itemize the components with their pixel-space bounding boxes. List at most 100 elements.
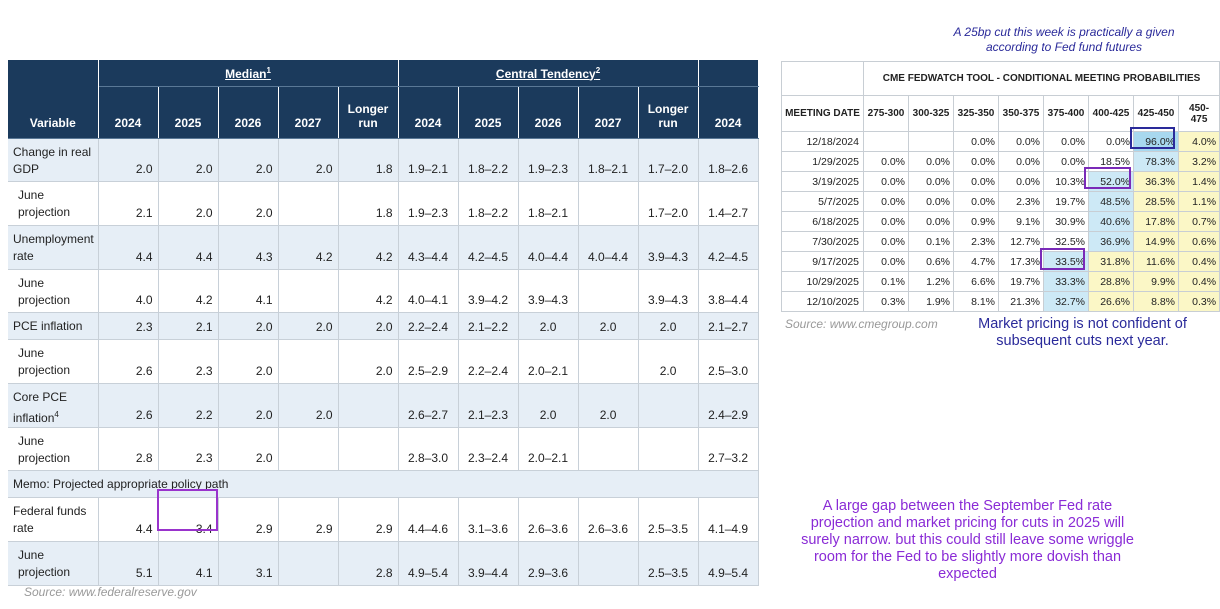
row-label-text: June projection [18, 548, 71, 579]
table-row: June projection 2.1 2.0 2.0 1.8 1.9–2.3 1.8–2.… [8, 181, 759, 226]
cme-prob-cell: 0.0% [863, 151, 909, 172]
row-label-text: June projection [18, 188, 71, 219]
table-cell: 2.3 [158, 427, 219, 471]
table-row: June projection 2.8 2.3 2.0 2.8–3.0 2.3–2.4 2.… [8, 427, 759, 471]
table-cell: 2.0 [518, 312, 579, 340]
cme-prob-cell [863, 131, 909, 152]
cme-prob-cell: 0.0% [863, 251, 909, 272]
table-cell: 4.0–4.1 [398, 269, 459, 313]
cme-prob-cell: 26.6% [1088, 291, 1134, 312]
table-cell: 4.2–4.5 [698, 225, 759, 270]
table-cell: 1.9–2.1 [398, 138, 459, 182]
cme-meeting-date: 12/10/2025 [781, 291, 864, 312]
table-cell: 2.0 [218, 383, 279, 428]
table-cell: 2.0 [158, 138, 219, 182]
row-label-text: June projection [18, 276, 71, 307]
table-row: Unemployment rate 4.4 4.4 4.3 4.2 4.2 4.3–4.4 4… [8, 225, 759, 270]
table-cell: 2.6 [98, 339, 159, 384]
cme-prob-cell: 28.8% [1088, 271, 1134, 292]
table-cell: 2.5–3.0 [698, 339, 759, 384]
table-cell: 2.2–2.4 [458, 339, 519, 384]
table-row: June projection 2.6 2.3 2.0 2.0 2.5–2.9 2.2–2.… [8, 339, 759, 384]
table-cell: 2.2–2.4 [398, 312, 459, 340]
table-cell: 4.4 [98, 497, 159, 542]
footnote-marker: 4 [54, 410, 59, 419]
table-row: June projection 5.1 4.1 3.1 2.8 4.9–5.4 3.9–4.… [8, 541, 759, 586]
cme-source: Source: www.cmegroup.com [785, 317, 938, 331]
cme-prob-cell: 40.6% [1088, 211, 1134, 232]
cme-prob-cell: 30.9% [1043, 211, 1089, 232]
row-label-text: Unemployment rate [13, 232, 94, 263]
table-cell [578, 339, 639, 384]
cme-prob-cell: 0.0% [953, 151, 999, 172]
table-cell: 2.1 [98, 181, 159, 226]
table-cell: 1.8–2.2 [458, 181, 519, 226]
fed-projections-table: Variable Median1 Central Tendency2 2024 … [8, 60, 759, 599]
cme-prob-cell: 10.3% [1043, 171, 1089, 192]
table-cell: 2.8 [98, 427, 159, 471]
table-cell: 2.0 [278, 138, 339, 182]
cme-prob-cell: 6.6% [953, 271, 999, 292]
memo-row: Memo: Projected appropriate policy path [8, 470, 759, 498]
header-ct-2026: 2026 [518, 86, 579, 139]
cme-prob-cell: 0.4% [1177, 271, 1220, 292]
cme-prob-cell: 2.3% [998, 191, 1044, 212]
table-cell [578, 269, 639, 313]
table-cell: 2.6–3.6 [518, 497, 579, 542]
table-cell: 3.9–4.3 [518, 269, 579, 313]
cme-prob-cell: 8.1% [953, 291, 999, 312]
header-ct-2025: 2025 [458, 86, 519, 139]
cme-prob-cell: 0.0% [863, 211, 909, 232]
row-label-text: PCE inflation [13, 319, 83, 333]
cme-prob-cell: 0.9% [953, 211, 999, 232]
table-cell: 2.0 [338, 312, 399, 340]
row-label: Core PCE inflation4 [8, 383, 99, 428]
cme-row: 7/30/2025 0.0% 0.1% 2.3% 12.7% 32.5% 36.9% 14.9… [781, 231, 1220, 252]
table-row: Federal funds rate 4.4 3.4 2.9 2.9 2.9 4.4–4.6… [8, 497, 759, 542]
cme-prob-cell: 0.0% [908, 171, 954, 192]
row-label-text: June projection [18, 346, 71, 377]
cme-prob-cell: 31.8% [1088, 251, 1134, 272]
row-label-text: Change in real GDP [13, 145, 92, 176]
cme-prob-cell: 1.2% [908, 271, 954, 292]
cme-prob-cell: 0.0% [863, 231, 909, 252]
table-row: June projection 4.0 4.2 4.1 4.2 4.0–4.1 3.9–4.… [8, 269, 759, 313]
table-cell: 4.2 [158, 269, 219, 313]
cme-col-header: 450-475 [1177, 95, 1220, 132]
table-cell: 2.6–3.6 [578, 497, 639, 542]
cme-prob-cell: 1.1% [1177, 191, 1220, 212]
table-cell: 2.0 [338, 339, 399, 384]
cme-prob-cell: 0.3% [1177, 291, 1220, 312]
cme-meeting-date: 5/7/2025 [781, 191, 864, 212]
table-cell: 2.0 [638, 312, 699, 340]
table-cell: 2.0–2.1 [518, 339, 579, 384]
table-cell: 2.0 [218, 312, 279, 340]
table-cell: 4.0–4.4 [518, 225, 579, 270]
table-cell [638, 427, 699, 471]
table-cell: 4.4 [98, 225, 159, 270]
table-cell: 3.1 [218, 541, 279, 586]
header-blank [698, 60, 759, 87]
cme-prob-cell: 0.1% [908, 231, 954, 252]
cme-prob-cell: 32.7% [1043, 291, 1089, 312]
highlight-ffr-2025 [157, 489, 218, 531]
table-cell [278, 269, 339, 313]
table-cell: 4.1 [158, 541, 219, 586]
table-cell: 3.8–4.4 [698, 269, 759, 313]
table-cell: 1.8–2.1 [578, 138, 639, 182]
header-median-2024: 2024 [98, 86, 159, 139]
cme-prob-cell: 0.0% [1043, 131, 1089, 152]
row-label-text: Core PCE inflation [13, 390, 68, 425]
table-cell [578, 181, 639, 226]
row-label: Unemployment rate [8, 225, 99, 270]
cme-prob-cell: 0.0% [998, 151, 1044, 172]
cme-prob-cell: 0.0% [908, 151, 954, 172]
row-label: June projection [8, 427, 99, 471]
table-cell: 2.9 [278, 497, 339, 542]
cme-prob-cell: 11.6% [1133, 251, 1179, 272]
cme-prob-cell: 3.2% [1177, 151, 1220, 172]
table-cell: 1.7–2.0 [638, 138, 699, 182]
table-cell: 4.9–5.4 [698, 541, 759, 586]
table-cell: 2.2 [158, 383, 219, 428]
table-cell: 1.9–2.3 [398, 181, 459, 226]
